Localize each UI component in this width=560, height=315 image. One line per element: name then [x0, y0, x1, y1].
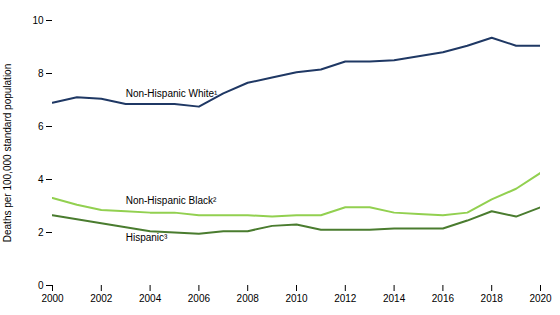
svg-text:Hispanic³: Hispanic³ [126, 232, 168, 243]
svg-text:8: 8 [38, 68, 44, 79]
svg-text:2018: 2018 [481, 293, 504, 304]
svg-text:10: 10 [32, 15, 44, 26]
svg-text:Non-Hispanic Black²: Non-Hispanic Black² [126, 195, 217, 206]
svg-text:2006: 2006 [188, 293, 211, 304]
svg-text:2002: 2002 [90, 293, 113, 304]
svg-text:2020: 2020 [529, 293, 552, 304]
svg-text:2008: 2008 [237, 293, 260, 304]
svg-text:2016: 2016 [432, 293, 455, 304]
svg-text:2: 2 [38, 227, 44, 238]
svg-text:4: 4 [38, 174, 44, 185]
svg-text:2000: 2000 [41, 293, 64, 304]
svg-text:2004: 2004 [139, 293, 162, 304]
svg-text:0: 0 [38, 280, 44, 291]
svg-text:2014: 2014 [383, 293, 406, 304]
svg-text:Deaths per 100,000 standard po: Deaths per 100,000 standard population [2, 64, 13, 242]
svg-text:2012: 2012 [334, 293, 357, 304]
svg-text:2010: 2010 [285, 293, 308, 304]
svg-text:Non-Hispanic White¹: Non-Hispanic White¹ [126, 88, 218, 99]
svg-text:6: 6 [38, 121, 44, 132]
